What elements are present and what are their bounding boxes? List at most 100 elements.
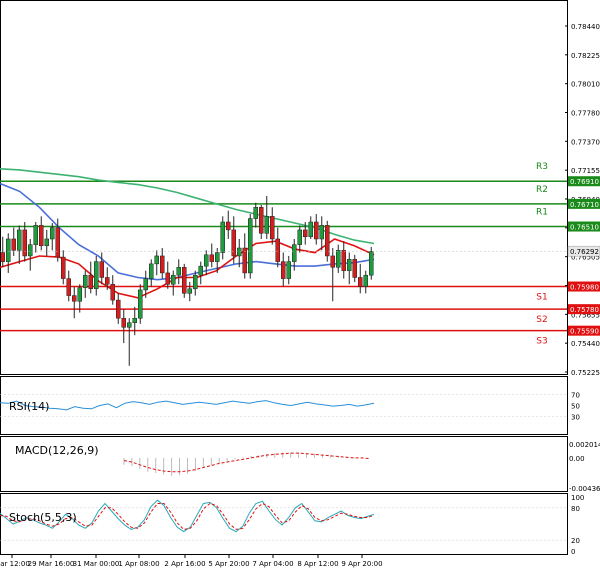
level-name: S1 [536,293,547,303]
candle-body [61,256,66,279]
candle-body [83,274,88,288]
level-price-tag [568,281,600,292]
candle-body [369,251,374,276]
candle-body [149,263,154,279]
candle-body [11,238,16,251]
level-name: S2 [536,315,547,325]
candle-body [308,221,313,237]
candle-body [352,259,357,278]
candle-body [88,274,93,290]
candle-body [116,299,121,319]
level-price-label: 0.76510 [570,224,599,232]
x-tick-label: 29 Mar 16:00 [28,560,75,568]
stoch-panel-frame [0,493,568,555]
rsi-panel-frame [0,376,568,435]
candle-body [275,238,280,262]
level-price-label: 0.76910 [570,178,599,186]
candle-body [99,261,104,278]
level-name: R1 [536,208,548,218]
candle-body [182,267,187,294]
candle-body [105,277,110,285]
y-tick-label: 0.75655 [571,311,600,319]
x-tick-label: 5 Apr 20:00 [208,560,249,568]
candle-body [198,265,203,276]
candle-body [358,277,363,287]
level-name: S3 [536,337,547,347]
candle-body [110,284,115,301]
candle-body [347,259,352,271]
candle-body [22,229,27,257]
candle-body [6,238,11,262]
level-price-tag [568,325,600,336]
y-tick-label: 0.77370 [571,138,600,146]
macd-signal-line [123,452,371,473]
macd-label: MACD(12,26,9) [15,444,99,457]
x-tick-label: 8 Apr 12:00 [297,560,338,568]
candle-body [193,274,198,290]
candle-body [292,244,297,262]
macd-tick-label: -0.004369 [569,485,600,493]
y-tick-label: 0.78225 [571,52,600,60]
y-tick-label: 0.75440 [571,340,600,348]
candle-body [248,218,253,274]
main-panel-frame [0,0,568,375]
candle-body [0,252,5,262]
macd-indicator: 0.002014 0.00 -0.004369 [123,441,600,493]
candle-body [297,229,302,245]
candle-body [154,255,159,265]
stoch-indicator: 100 80 20 0 [0,494,584,556]
candle-body [314,221,319,240]
candle-body [72,295,77,302]
y-tick-label: 0.78440 [571,23,600,31]
candle-body [17,229,22,251]
candle-body [303,229,308,237]
level-price-tag [568,198,600,209]
candle-body [66,278,71,296]
candle-body [363,274,368,287]
candle-body [33,225,38,245]
y-tick-label: 0.77780 [571,110,600,118]
level-price-tag [568,221,600,232]
stoch-tick-label: 0 [571,548,575,556]
candle-body [330,255,335,268]
rsi-tick-label: 30 [571,414,580,422]
candle-body [187,288,192,294]
stoch-tick-label: 80 [571,505,580,513]
candle-body [132,317,137,323]
level-price-label: 0.75590 [570,328,599,336]
candle-body [160,255,165,274]
level-price-tag [568,176,600,187]
candle-body [231,229,236,257]
stoch-signal-line [0,502,375,530]
rsi-line [0,400,375,411]
candle-body [77,287,82,302]
candle-body [94,261,99,290]
candle-body [28,244,33,257]
candle-body [165,272,170,285]
candle-body [253,207,258,219]
rsi-tick-label: 50 [571,403,580,411]
macd-tick-label: 0.00 [569,455,585,463]
candle-body [286,261,291,279]
level-name: R3 [536,162,548,172]
x-tick-label: 7 Apr 04:00 [252,560,293,568]
level-price-label: 0.75980 [570,284,599,292]
rsi-indicator: 70 50 30 [0,392,580,422]
level-price-label: 0.75780 [570,306,599,314]
candle-body [242,247,247,274]
x-tick-label: 9 Apr 20:00 [341,560,382,568]
candle-body [204,254,209,267]
candle-body [44,238,49,247]
candle-body [237,247,242,257]
current-price-tag [567,245,600,257]
candle-body [209,254,214,262]
y-tick-label: 0.77155 [571,167,600,175]
candle-body [325,225,330,257]
candle-body [127,322,132,328]
stoch-main-line [0,499,375,533]
candle-body [264,216,269,234]
stoch-label: Stoch(5,5,3) [9,511,77,524]
candle-body [39,225,44,247]
